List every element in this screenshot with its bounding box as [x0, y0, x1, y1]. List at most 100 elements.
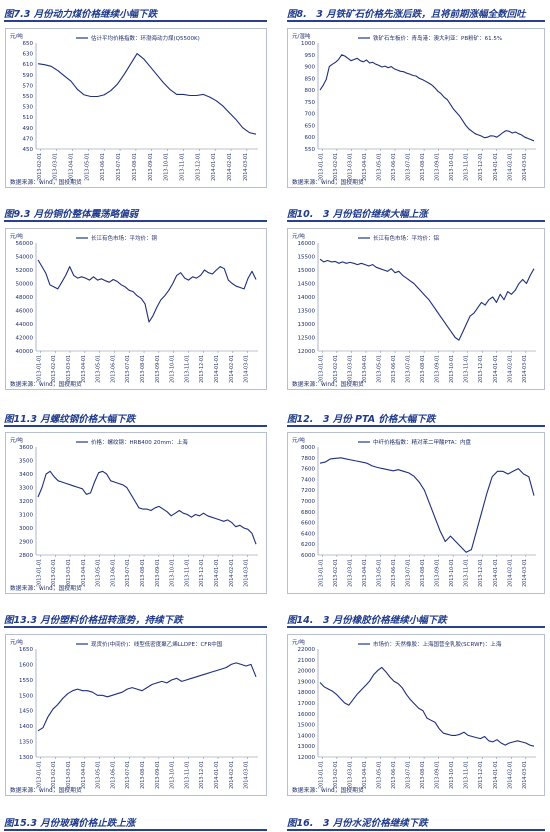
x-tick-label: 2013-04-01 [81, 355, 87, 383]
x-tick-label: 2013-05-01 [376, 355, 382, 383]
x-tick-label: 2013-03-01 [66, 559, 72, 587]
legend: 长江有色市场：平均价：铝 [358, 234, 440, 242]
x-tick-label: 2014-01-01 [493, 153, 499, 181]
y-tick-label: 650 [23, 41, 34, 47]
legend: 现货价(中间价)：线型低密度聚乙烯LLDPE：CFR中国 [76, 640, 223, 648]
y-unit-label: 元/吨 [292, 436, 305, 444]
x-tick-label: 2014-01-01 [214, 761, 220, 789]
caption-rule [4, 626, 267, 628]
caption-rule [287, 829, 545, 831]
x-tick-label: 2013-04-01 [81, 761, 87, 789]
y-unit-label: 元/吨 [292, 638, 305, 646]
y-tick-label: 530 [23, 105, 34, 111]
x-tick-label: 2013-01-01 [36, 559, 42, 587]
x-tick-label: 2013-07-01 [406, 559, 412, 587]
x-tick-label: 2013-08-01 [140, 355, 146, 383]
figure-caption-9: 图15.3 月份玻璃价格止跌上涨 [4, 818, 136, 829]
x-tick-label: 2013-02-01 [51, 559, 57, 587]
x-tick-label: 2013-10-01 [170, 559, 176, 587]
y-tick-label: 6200 [301, 542, 315, 548]
x-tick-label: 2013-03-01 [347, 355, 353, 383]
x-tick-label: 2013-04-01 [362, 761, 368, 789]
x-tick-label: 2013-10-01 [449, 761, 455, 789]
legend-label: 铁矿石车板价：青岛港：澳大利亚：PB粉矿：61.5% [373, 34, 502, 42]
x-tick-label: 2014-01-01 [493, 355, 499, 383]
x-tick-label: 2014-03-01 [244, 355, 250, 383]
y-tick-label: 610 [23, 62, 34, 68]
y-tick-label: 13000 [298, 322, 316, 328]
y-tick-label: 2800 [19, 553, 33, 559]
y-unit-label: 元/湿吨 [292, 32, 311, 40]
source-note: 数据来源：wind，国投期货 [292, 380, 364, 388]
x-tick-label: 2013-04-01 [68, 153, 74, 181]
y-unit-label: 元/吨 [10, 436, 23, 444]
y-tick-label: 13000 [298, 744, 316, 750]
y-tick-label: 450 [23, 147, 34, 153]
figure-caption-7: 图13.3 月份塑料价格扭转涨势，持续下跌 [4, 615, 183, 626]
y-tick-label: 48000 [16, 295, 34, 301]
x-tick-label: 2014-03-01 [244, 761, 250, 789]
x-tick-label: 2013-02-01 [37, 153, 43, 181]
x-tick-label: 2013-01-01 [318, 761, 324, 789]
y-tick-label: 750 [305, 100, 316, 106]
x-tick-label: 2013-01-01 [318, 355, 324, 383]
legend: 估计平均价格指数：环渤海动力煤(Q5500K) [76, 34, 200, 42]
caption-rule [287, 425, 545, 427]
x-tick-label: 2014-02-01 [507, 559, 513, 587]
x-tick-label: 2013-10-01 [449, 559, 455, 587]
x-tick-label: 2014-02-01 [229, 355, 235, 383]
x-tick-label: 2013-06-01 [391, 559, 397, 587]
x-tick-label: 2013-12-01 [199, 559, 205, 587]
y-tick-label: 7800 [301, 456, 315, 462]
x-tick-label: 2013-01-01 [36, 355, 42, 383]
caption-rule [4, 20, 267, 22]
x-tick-label: 2013-08-01 [140, 761, 146, 789]
x-tick-label: 2013-12-01 [478, 761, 484, 789]
x-tick-label: 2014-02-01 [229, 559, 235, 587]
x-tick-label: 2014-03-01 [522, 559, 528, 587]
x-tick-label: 2013-05-01 [96, 355, 102, 383]
y-tick-label: 7200 [301, 488, 315, 494]
x-tick-label: 2013-05-01 [376, 761, 382, 789]
series-line-1 [37, 259, 257, 323]
y-tick-label: 510 [23, 115, 34, 121]
y-unit-label: 元/吨 [10, 232, 23, 240]
y-tick-label: 1350 [19, 740, 33, 746]
x-tick-label: 2013-12-01 [478, 153, 484, 181]
x-tick-label: 2013-08-01 [420, 559, 426, 587]
x-tick-label: 2013-08-01 [420, 761, 426, 789]
x-tick-label: 2013-02-01 [333, 761, 339, 789]
x-tick-label: 2014-03-01 [522, 761, 528, 789]
x-tick-label: 2013-10-01 [449, 153, 455, 181]
figure-caption-6: 图12. 3 月份 PTA 价格大幅下跌 [287, 414, 436, 425]
y-tick-label: 700 [305, 112, 316, 118]
y-tick-label: 7000 [301, 499, 315, 505]
x-tick-label: 2013-05-01 [376, 153, 382, 181]
y-tick-label: 14000 [298, 733, 316, 739]
legend: 市场价：天然橡胶：上海国营全乳胶(SCRWF)：上海 [358, 640, 502, 648]
series-line-1 [319, 666, 535, 747]
y-tick-label: 46000 [16, 309, 34, 315]
x-tick-label: 2013-03-01 [66, 761, 72, 789]
x-tick-label: 2013-12-01 [199, 761, 205, 789]
y-tick-label: 3300 [19, 486, 33, 492]
y-tick-label: 16000 [298, 241, 316, 247]
x-tick-label: 2014-01-01 [493, 761, 499, 789]
y-tick-label: 3600 [19, 445, 33, 451]
x-tick-label: 2014-02-01 [229, 761, 235, 789]
x-tick-label: 2013-05-01 [96, 559, 102, 587]
legend-label: 市场价：天然橡胶：上海国营全乳胶(SCRWF)：上海 [373, 640, 502, 648]
y-tick-label: 6400 [301, 531, 315, 537]
y-tick-label: 1550 [19, 678, 33, 684]
chart-panel-8: 元/吨 市场价：天然橡胶：上海国营全乳胶(SCRWF)：上海 12000 13000 1… [287, 634, 545, 796]
y-tick-label: 950 [305, 53, 316, 59]
x-tick-label: 2014-01-01 [214, 355, 220, 383]
x-tick-label: 2013-02-01 [333, 559, 339, 587]
x-tick-label: 2013-07-01 [406, 355, 412, 383]
y-tick-label: 8000 [301, 445, 315, 451]
y-tick-label: 14500 [298, 282, 316, 288]
caption-rule [287, 20, 545, 22]
y-tick-label: 3400 [19, 472, 33, 478]
x-tick-label: 2013-03-01 [347, 559, 353, 587]
y-tick-label: 3500 [19, 459, 33, 465]
